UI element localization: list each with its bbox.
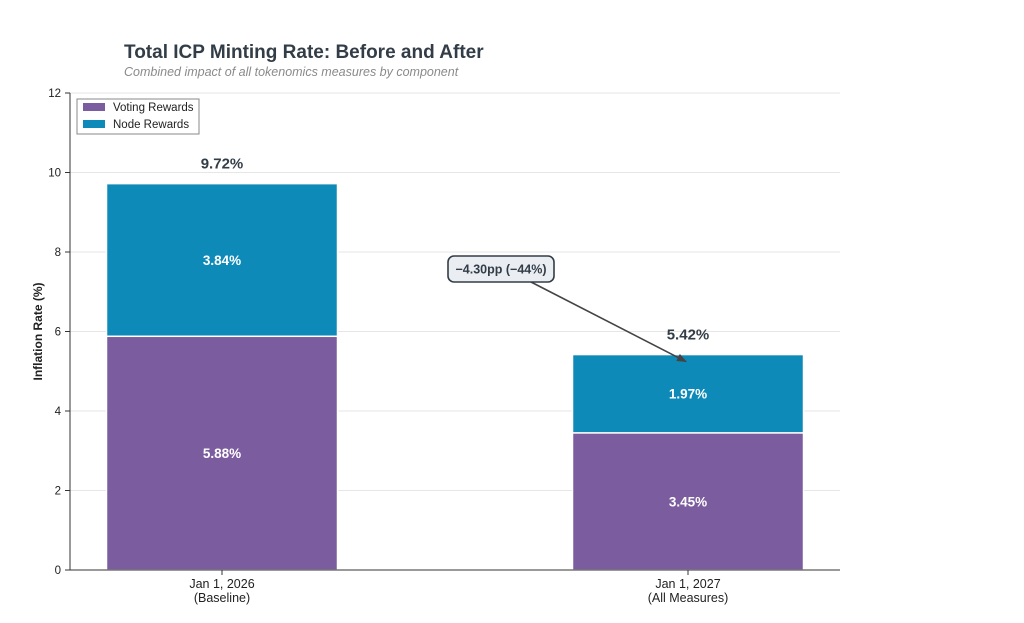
- annotation-text: −4.30pp (−44%): [455, 263, 546, 277]
- x-tick-label-sub: (Baseline): [194, 591, 250, 605]
- y-tick-label: 12: [48, 88, 61, 100]
- x-tick-label: Jan 1, 2027: [655, 577, 720, 591]
- y-axis-label: Inflation Rate (%): [31, 282, 45, 380]
- bars: 5.88% 3.84% 9.72% 3.45% 1.97% 5.42%: [105, 156, 805, 571]
- chart-subtitle: Combined impact of all tokenomics measur…: [124, 65, 459, 79]
- bar-total-label: 9.72%: [201, 156, 244, 173]
- y-tick-label: 10: [48, 168, 61, 180]
- y-tick-label: 4: [55, 406, 62, 418]
- legend-label: Voting Rewards: [113, 102, 194, 114]
- x-axis-ticks: Jan 1, 2026(Baseline) Jan 1, 2027(All Mea…: [189, 570, 728, 605]
- reduction-annotation: −4.30pp (−44%): [447, 255, 687, 363]
- bar-voting-rewards: [105, 335, 339, 571]
- bar-value-label: 3.84%: [203, 253, 241, 268]
- y-axis-ticks: 0 2 4 6 8 10 12: [48, 88, 70, 577]
- chart-title: Total ICP Minting Rate: Before and After: [124, 42, 484, 63]
- annotation-box: [447, 255, 555, 283]
- x-tick-label-sub: (All Measures): [648, 591, 729, 605]
- legend-swatch: [83, 120, 105, 128]
- y-tick-label: 0: [55, 565, 61, 577]
- y-tick-label: 8: [55, 247, 61, 259]
- bar-total-label: 5.42%: [667, 327, 710, 344]
- y-tick-label: 2: [55, 486, 61, 498]
- bar-voting-rewards: [571, 432, 805, 571]
- x-tick-label: Jan 1, 2026: [189, 577, 254, 591]
- bar-value-label: 5.88%: [203, 446, 241, 461]
- bar-value-label: 1.97%: [669, 387, 707, 402]
- legend-swatch: [83, 103, 105, 111]
- bar-value-label: 3.45%: [669, 494, 707, 509]
- bar-node-rewards: [105, 182, 339, 338]
- legend-label: Node Rewards: [113, 119, 189, 131]
- annotation-arrow: [530, 281, 687, 363]
- legend: Voting Rewards Node Rewards: [76, 98, 200, 135]
- bar-node-rewards: [571, 353, 805, 434]
- y-tick-label: 6: [55, 327, 61, 339]
